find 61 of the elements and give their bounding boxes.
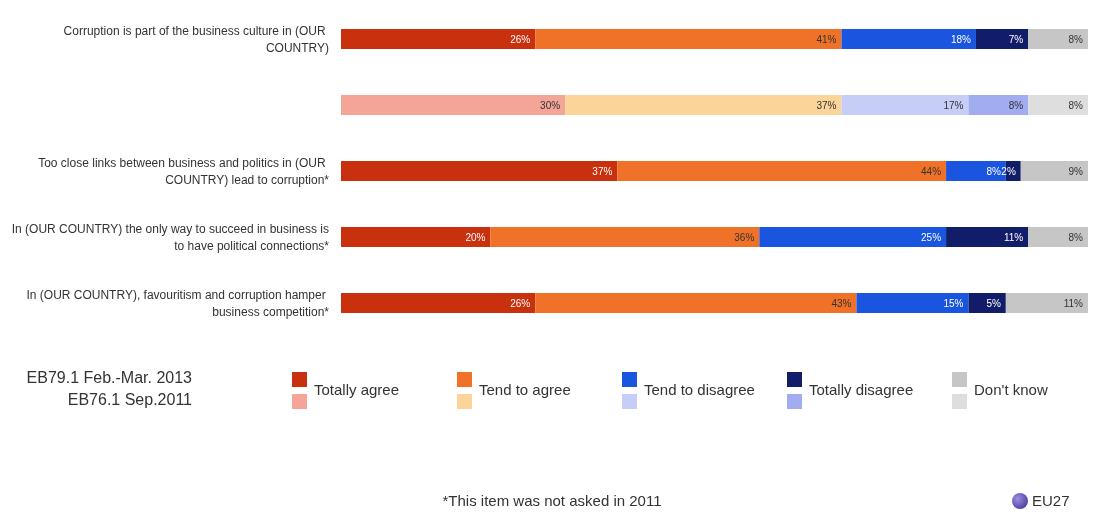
data-label: 18% <box>950 33 972 45</box>
data-label: 41% <box>816 33 837 45</box>
bar <box>841 29 976 49</box>
text: EB79.1 Feb.-Mar. 2013 <box>25 369 192 387</box>
bar <box>341 29 536 49</box>
legend-label: Tend to disagree <box>644 381 755 398</box>
data-label: 44% <box>921 165 942 177</box>
data-label: 26% <box>510 297 531 309</box>
bar <box>975 29 1029 49</box>
bar <box>1028 95 1088 115</box>
bar <box>968 293 1006 313</box>
data-label: 9% <box>1068 165 1084 177</box>
data-label: 20% <box>465 231 486 243</box>
y-tick-label: In (OUR COUNTRY) the only way to succeed in business is to have political connections* <box>11 221 330 253</box>
legend-label: Totally agree <box>314 381 400 398</box>
bar <box>535 293 857 313</box>
data-label: 25% <box>921 231 942 243</box>
data-label: 30% <box>540 99 561 111</box>
bar <box>535 29 842 49</box>
legend-label: Totally disagree <box>809 381 914 398</box>
legend-label: Don't know <box>974 381 1048 398</box>
text: *This item was not asked in 2011 <box>442 492 662 509</box>
bar <box>617 161 947 181</box>
bar <box>946 227 1029 247</box>
data-label: 8% <box>1068 33 1084 45</box>
data-label: 11% <box>1003 231 1024 243</box>
data-label: 7% <box>1008 33 1024 45</box>
bar <box>341 293 536 313</box>
data-label: 36% <box>734 231 755 243</box>
data-label: 2% <box>1001 165 1016 177</box>
bar <box>1028 29 1088 49</box>
bar <box>841 95 969 115</box>
bar <box>341 161 618 181</box>
data-label: 26% <box>510 33 531 45</box>
bar <box>1005 293 1088 313</box>
bar <box>759 227 947 247</box>
data-label: 15% <box>943 297 964 309</box>
data-label: 8% <box>1068 99 1084 111</box>
bar <box>565 95 842 115</box>
data-label: 8% <box>1068 231 1084 243</box>
data-label: 17% <box>943 99 964 111</box>
bar <box>490 227 760 247</box>
legend-label: Tend to agree <box>479 381 571 398</box>
bar <box>1028 227 1088 247</box>
text: EB76.1 Sep.2011 <box>66 391 192 409</box>
bar <box>856 293 969 313</box>
data-label: 5% <box>986 297 1001 309</box>
bar <box>968 95 1029 115</box>
y-tick-label: Corruption is part of the business culture in (OUR COUNTRY) <box>63 23 329 55</box>
data-label: 37% <box>816 99 837 111</box>
text: EU27 <box>1032 492 1070 509</box>
data-label: 8% <box>1008 99 1024 111</box>
y-tick-label: Too close links between business and politics in (OUR COUNTRY) lead to corruption* <box>38 155 330 187</box>
y-tick-label: In (OUR COUNTRY), favouritism and corruption hamper business competition* <box>26 287 330 319</box>
bar <box>341 227 491 247</box>
bar <box>1020 161 1088 181</box>
data-label: 8% <box>986 165 1001 177</box>
data-label: 43% <box>831 297 852 309</box>
data-label: 11% <box>1063 297 1084 309</box>
bar <box>341 95 566 115</box>
data-label: 37% <box>592 165 613 177</box>
